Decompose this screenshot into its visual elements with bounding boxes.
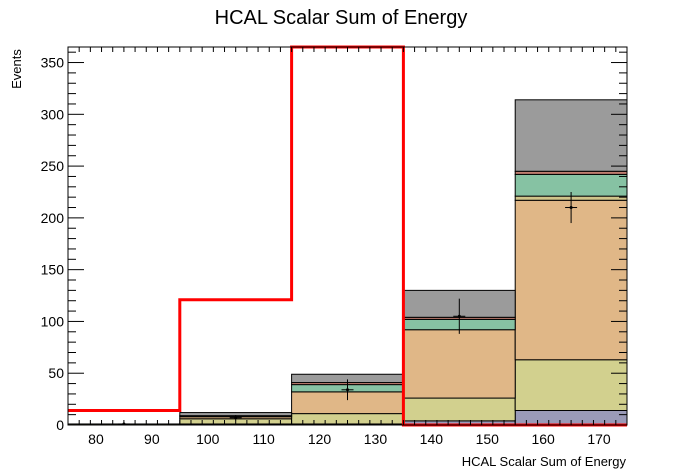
stack-bar-s1-b4 [514, 359, 628, 412]
stack-bar-s6-b4 [514, 99, 628, 172]
x-tick-label: 150 [476, 431, 500, 447]
x-tick-label: 100 [196, 431, 220, 447]
axes: 80 90 100 110 120 130 140 150 160 170 0 50 100 150 200… [41, 47, 628, 447]
data-point [346, 388, 349, 392]
x-axis-label: HCAL Scalar Sum of Energy [462, 454, 627, 469]
x-tick-label: 120 [308, 431, 332, 447]
x-tick-label: 130 [364, 431, 388, 447]
y-tick-label: 100 [41, 313, 65, 329]
y-tick-label: 0 [56, 417, 64, 433]
x-tick-label: 170 [587, 431, 611, 447]
data-point [234, 416, 238, 420]
y-tick-label: 50 [48, 365, 64, 381]
y-tick-label: 350 [41, 55, 65, 71]
stack-bar-s1-b3 [402, 397, 516, 422]
chart-title: HCAL Scalar Sum of Energy [215, 7, 468, 29]
stack-bar-s2-b3 [402, 329, 516, 399]
y-tick-label: 200 [41, 210, 65, 226]
x-tick-label: 140 [420, 431, 444, 447]
data-points [117, 191, 578, 426]
x-tick-label: 110 [252, 431, 275, 447]
x-tick-label: 90 [144, 431, 160, 447]
data-point [457, 314, 461, 318]
x-tick-label: 80 [88, 431, 104, 447]
y-tick-label: 250 [41, 158, 65, 174]
y-tick-label: 300 [41, 106, 65, 122]
stacked-histogram [67, 99, 628, 426]
y-tick-label: 150 [41, 262, 65, 278]
x-tick-label: 160 [531, 431, 555, 447]
y-axis-label: Events [9, 49, 24, 89]
data-point [569, 206, 573, 210]
stack-bar-s2-b4 [514, 199, 628, 361]
